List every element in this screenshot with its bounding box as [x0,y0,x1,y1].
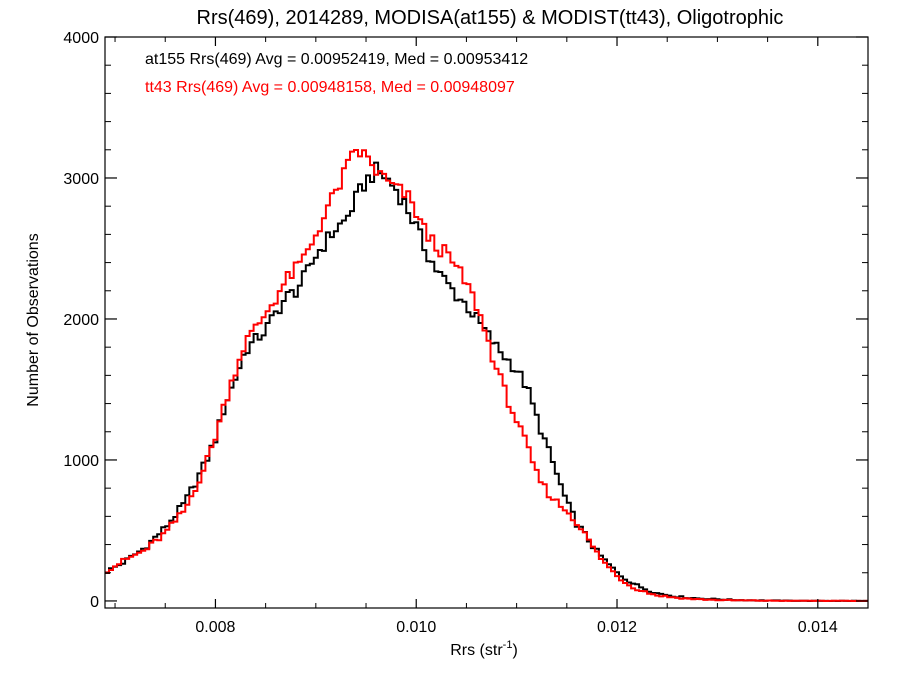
y-tick-label: 0 [90,594,99,611]
legend-entry-at155: at155 Rrs(469) Avg = 0.00952419, Med = 0… [145,51,528,68]
x-axis-label-main: Rrs (str [450,642,503,659]
y-tick-label: 4000 [63,30,99,47]
y-tick-label: 2000 [63,312,99,329]
legend-entry-tt43: tt43 Rrs(469) Avg = 0.00948158, Med = 0.… [145,79,515,96]
x-axis-label-superscript: -1 [503,639,513,651]
y-axis-ticks: 0 1000 2000 3000 4000 [63,30,868,611]
chart-title: Rrs(469), 2014289, MODISA(at155) & MODIS… [197,7,784,29]
x-tick-label: 0.014 [798,619,838,636]
x-axis-label: Rrs (str-1) [450,639,518,659]
x-axis-label-close: ) [512,642,517,659]
series-line-at155 [105,161,868,602]
x-tick-label: 0.008 [195,619,235,636]
y-axis-label: Number of Observations [25,233,42,406]
legend: at155 Rrs(469) Avg = 0.00952419, Med = 0… [145,51,528,96]
plot-area: 0.008 0.010 0.012 0.014 0 1000 2000 3000 4000 [63,30,869,636]
x-tick-label: 0.010 [396,619,436,636]
series-layer [105,149,868,602]
plot-frame [104,36,869,609]
x-tick-label: 0.012 [597,619,637,636]
series-line-tt43 [105,149,868,602]
y-tick-label: 3000 [63,171,99,188]
y-tick-label: 1000 [63,453,99,470]
x-axis-ticks: 0.008 0.010 0.012 0.014 [114,37,869,636]
